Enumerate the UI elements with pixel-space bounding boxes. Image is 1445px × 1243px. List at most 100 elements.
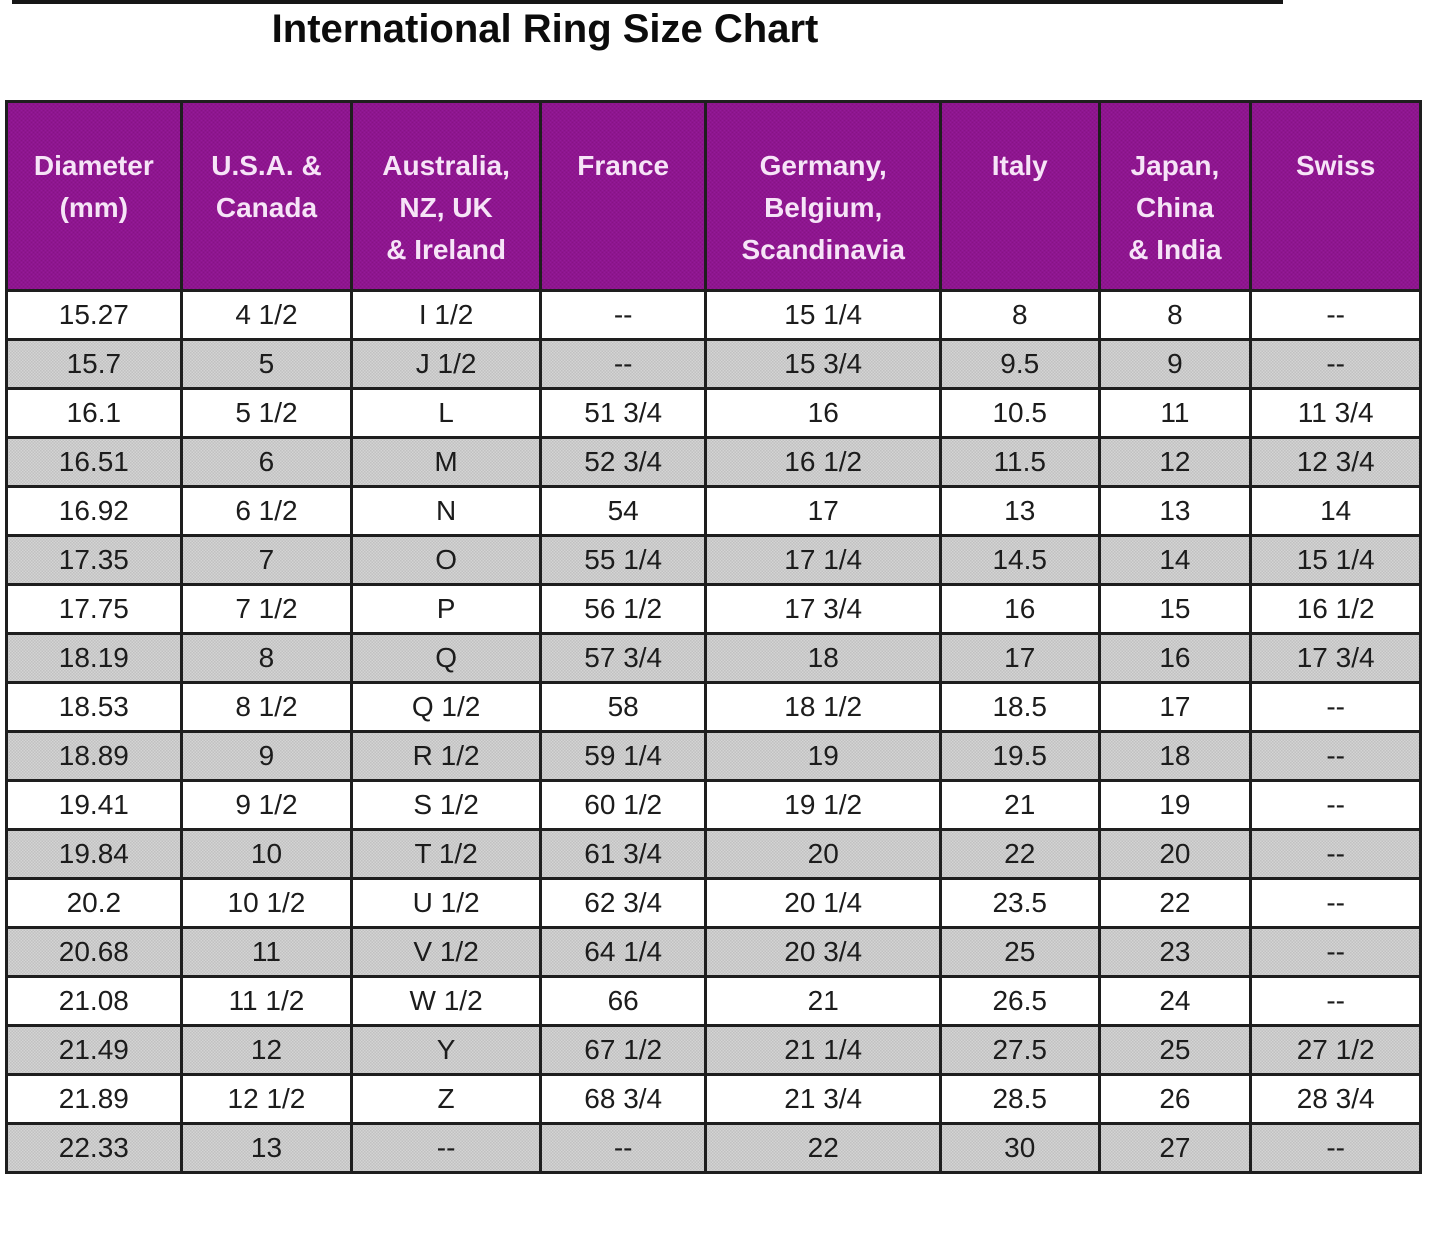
page-title: International Ring Size Chart: [271, 7, 819, 51]
cell-swiss: 17 3/4: [1249, 632, 1422, 684]
cell-australia-nz-uk-ireland: Q 1/2: [350, 681, 542, 733]
cell-swiss: 12 3/4: [1249, 436, 1422, 488]
cell-australia-nz-uk-ireland: U 1/2: [350, 877, 542, 929]
cell-usa-canada: 12: [179, 1024, 354, 1076]
cell-japan-china-india: 20: [1097, 828, 1253, 880]
column-header-germany-belgium-scandinavia: Germany, Belgium, Scandinavia: [704, 100, 942, 292]
cell-japan-china-india: 26: [1097, 1073, 1253, 1125]
column-header-swiss: Swiss: [1249, 100, 1422, 292]
cell-usa-canada: 4 1/2: [179, 289, 354, 341]
cell-italy: 30: [938, 1122, 1101, 1174]
cell-italy: 10.5: [938, 387, 1101, 439]
column-header-japan-china-india: Japan, China & India: [1097, 100, 1253, 292]
cell-diameter-mm: 15.27: [5, 289, 183, 341]
cell-japan-china-india: 8: [1097, 289, 1253, 341]
cell-japan-china-india: 17: [1097, 681, 1253, 733]
table-row: 20.68 11 V 1/2 64 1/4 20 3/4 25 23 --: [5, 926, 1422, 978]
cell-swiss: --: [1249, 681, 1422, 733]
table-row: 22.33 13 -- -- 22 30 27 --: [5, 1122, 1422, 1174]
cell-swiss: 15 1/4: [1249, 534, 1422, 586]
cell-diameter-mm: 17.75: [5, 583, 183, 635]
table-row: 19.84 10 T 1/2 61 3/4 20 22 20 --: [5, 828, 1422, 880]
cell-germany-belgium-scandinavia: 21 1/4: [704, 1024, 942, 1076]
cell-japan-china-india: 11: [1097, 387, 1253, 439]
cell-france: --: [538, 1122, 708, 1174]
cell-japan-china-india: 19: [1097, 779, 1253, 831]
cell-diameter-mm: 16.92: [5, 485, 183, 537]
cell-germany-belgium-scandinavia: 21: [704, 975, 942, 1027]
cell-france: 60 1/2: [538, 779, 708, 831]
cell-japan-china-india: 22: [1097, 877, 1253, 929]
cell-diameter-mm: 21.08: [5, 975, 183, 1027]
table-row: 16.92 6 1/2 N 54 17 13 13 14: [5, 485, 1422, 537]
cell-germany-belgium-scandinavia: 19 1/2: [704, 779, 942, 831]
column-header-italy: Italy: [938, 100, 1101, 292]
cell-germany-belgium-scandinavia: 18: [704, 632, 942, 684]
cell-france: 64 1/4: [538, 926, 708, 978]
cell-france: 66: [538, 975, 708, 1027]
cell-swiss: 27 1/2: [1249, 1024, 1422, 1076]
cell-france: 51 3/4: [538, 387, 708, 439]
cell-france: 62 3/4: [538, 877, 708, 929]
cell-usa-canada: 5 1/2: [179, 387, 354, 439]
cell-swiss: --: [1249, 730, 1422, 782]
table-row: 18.53 8 1/2 Q 1/2 58 18 1/2 18.5 17 --: [5, 681, 1422, 733]
cell-france: 55 1/4: [538, 534, 708, 586]
cell-japan-china-india: 13: [1097, 485, 1253, 537]
cell-japan-china-india: 25: [1097, 1024, 1253, 1076]
table-row: 21.08 11 1/2 W 1/2 66 21 26.5 24 --: [5, 975, 1422, 1027]
cell-japan-china-india: 16: [1097, 632, 1253, 684]
table-row: 16.51 6 M 52 3/4 16 1/2 11.5 12 12 3/4: [5, 436, 1422, 488]
cell-swiss: 11 3/4: [1249, 387, 1422, 439]
cell-australia-nz-uk-ireland: J 1/2: [350, 338, 542, 390]
cell-france: 68 3/4: [538, 1073, 708, 1125]
cell-diameter-mm: 16.1: [5, 387, 183, 439]
cell-italy: 26.5: [938, 975, 1101, 1027]
cell-diameter-mm: 19.41: [5, 779, 183, 831]
cell-swiss: --: [1249, 926, 1422, 978]
table-row: 21.49 12 Y 67 1/2 21 1/4 27.5 25 27 1/2: [5, 1024, 1422, 1076]
column-header-diameter-mm: Diameter (mm): [5, 100, 183, 292]
cell-usa-canada: 6 1/2: [179, 485, 354, 537]
cell-australia-nz-uk-ireland: --: [350, 1122, 542, 1174]
cell-diameter-mm: 16.51: [5, 436, 183, 488]
cell-germany-belgium-scandinavia: 20 3/4: [704, 926, 942, 978]
cell-australia-nz-uk-ireland: P: [350, 583, 542, 635]
cell-japan-china-india: 24: [1097, 975, 1253, 1027]
cell-diameter-mm: 20.68: [5, 926, 183, 978]
cell-australia-nz-uk-ireland: Q: [350, 632, 542, 684]
cell-usa-canada: 10: [179, 828, 354, 880]
cell-italy: 13: [938, 485, 1101, 537]
top-divider-line: [12, 0, 1283, 4]
cell-italy: 25: [938, 926, 1101, 978]
cell-australia-nz-uk-ireland: V 1/2: [350, 926, 542, 978]
table-row: 20.2 10 1/2 U 1/2 62 3/4 20 1/4 23.5 22 --: [5, 877, 1422, 929]
cell-italy: 19.5: [938, 730, 1101, 782]
cell-swiss: --: [1249, 289, 1422, 341]
cell-swiss: 16 1/2: [1249, 583, 1422, 635]
cell-italy: 18.5: [938, 681, 1101, 733]
cell-australia-nz-uk-ireland: R 1/2: [350, 730, 542, 782]
cell-italy: 16: [938, 583, 1101, 635]
cell-france: 54: [538, 485, 708, 537]
cell-germany-belgium-scandinavia: 15 3/4: [704, 338, 942, 390]
cell-diameter-mm: 21.49: [5, 1024, 183, 1076]
cell-usa-canada: 10 1/2: [179, 877, 354, 929]
cell-swiss: 14: [1249, 485, 1422, 537]
cell-japan-china-india: 15: [1097, 583, 1253, 635]
cell-swiss: --: [1249, 1122, 1422, 1174]
ring-size-table: Diameter (mm) U.S.A. & Canada Australia, N…: [5, 100, 1422, 1174]
cell-italy: 22: [938, 828, 1101, 880]
cell-france: 58: [538, 681, 708, 733]
cell-swiss: --: [1249, 338, 1422, 390]
table-row: 15.27 4 1/2 I 1/2 -- 15 1/4 8 8 --: [5, 289, 1422, 341]
cell-japan-china-india: 23: [1097, 926, 1253, 978]
cell-usa-canada: 6: [179, 436, 354, 488]
cell-australia-nz-uk-ireland: M: [350, 436, 542, 488]
cell-france: 59 1/4: [538, 730, 708, 782]
table-header-row: Diameter (mm) U.S.A. & Canada Australia, N…: [5, 100, 1422, 292]
table-row: 21.89 12 1/2 Z 68 3/4 21 3/4 28.5 26 28 3/4: [5, 1073, 1422, 1125]
cell-japan-china-india: 9: [1097, 338, 1253, 390]
cell-usa-canada: 9 1/2: [179, 779, 354, 831]
cell-usa-canada: 9: [179, 730, 354, 782]
